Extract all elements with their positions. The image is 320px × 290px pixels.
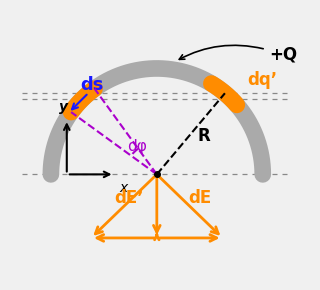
Text: dE’: dE’ <box>115 189 144 207</box>
Text: ds: ds <box>81 76 104 94</box>
Text: dφ: dφ <box>127 139 147 154</box>
Text: dE: dE <box>188 189 212 207</box>
FancyArrowPatch shape <box>179 45 263 59</box>
Text: x: x <box>120 181 128 195</box>
Text: R: R <box>197 127 210 145</box>
Text: dq’: dq’ <box>247 71 277 89</box>
Text: +Q: +Q <box>269 45 297 63</box>
Text: y: y <box>59 100 68 114</box>
